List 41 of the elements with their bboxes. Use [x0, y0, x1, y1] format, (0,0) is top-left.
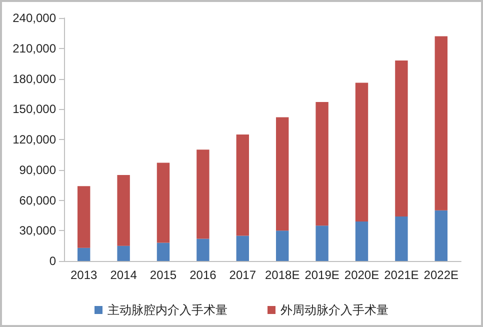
x-tick-label: 2020E	[344, 268, 380, 282]
bar	[276, 117, 289, 231]
x-tick-label: 2018E	[265, 268, 300, 282]
bar	[395, 60, 408, 216]
bar	[196, 150, 210, 239]
y-tick-label: 30,000	[19, 224, 56, 238]
y-tick-label: 120,000	[12, 132, 56, 146]
bar	[117, 246, 130, 261]
bar	[355, 222, 368, 261]
x-tick-label: 2017	[229, 268, 256, 282]
bar	[196, 238, 210, 261]
y-tick-label: 150,000	[12, 102, 56, 116]
legend-label: 外周动脉介入手术量	[280, 303, 388, 317]
x-tick-label: 2014	[110, 268, 138, 282]
x-tick-label: 2015	[150, 268, 177, 282]
bar	[236, 236, 249, 261]
legend-label: 主动脉腔内介入手术量	[108, 303, 228, 317]
y-tick-label: 60,000	[19, 193, 56, 208]
bar	[117, 174, 130, 246]
bar	[236, 134, 249, 236]
bar	[78, 248, 90, 261]
bar	[156, 162, 170, 243]
x-tick-label: 2013	[70, 268, 98, 282]
bar	[316, 226, 328, 261]
bar	[434, 210, 448, 261]
bar	[276, 230, 289, 261]
x-tick-label: 2021E	[384, 268, 419, 282]
y-tick-label: 180,000	[12, 72, 56, 86]
x-tick-label: 2016	[190, 268, 217, 282]
x-tick-label: 2022E	[424, 268, 458, 282]
bar	[316, 102, 328, 226]
y-tick-label: 210,000	[12, 41, 56, 56]
y-tick-label: 240,000	[12, 11, 56, 25]
bar	[355, 82, 368, 222]
bar	[78, 186, 90, 248]
bar	[434, 36, 448, 210]
x-tick-label: 2019E	[304, 268, 340, 282]
y-tick-label: 90,000	[19, 162, 56, 177]
bar	[156, 242, 170, 261]
y-tick-label: 0	[49, 254, 56, 268]
bar	[395, 216, 408, 261]
